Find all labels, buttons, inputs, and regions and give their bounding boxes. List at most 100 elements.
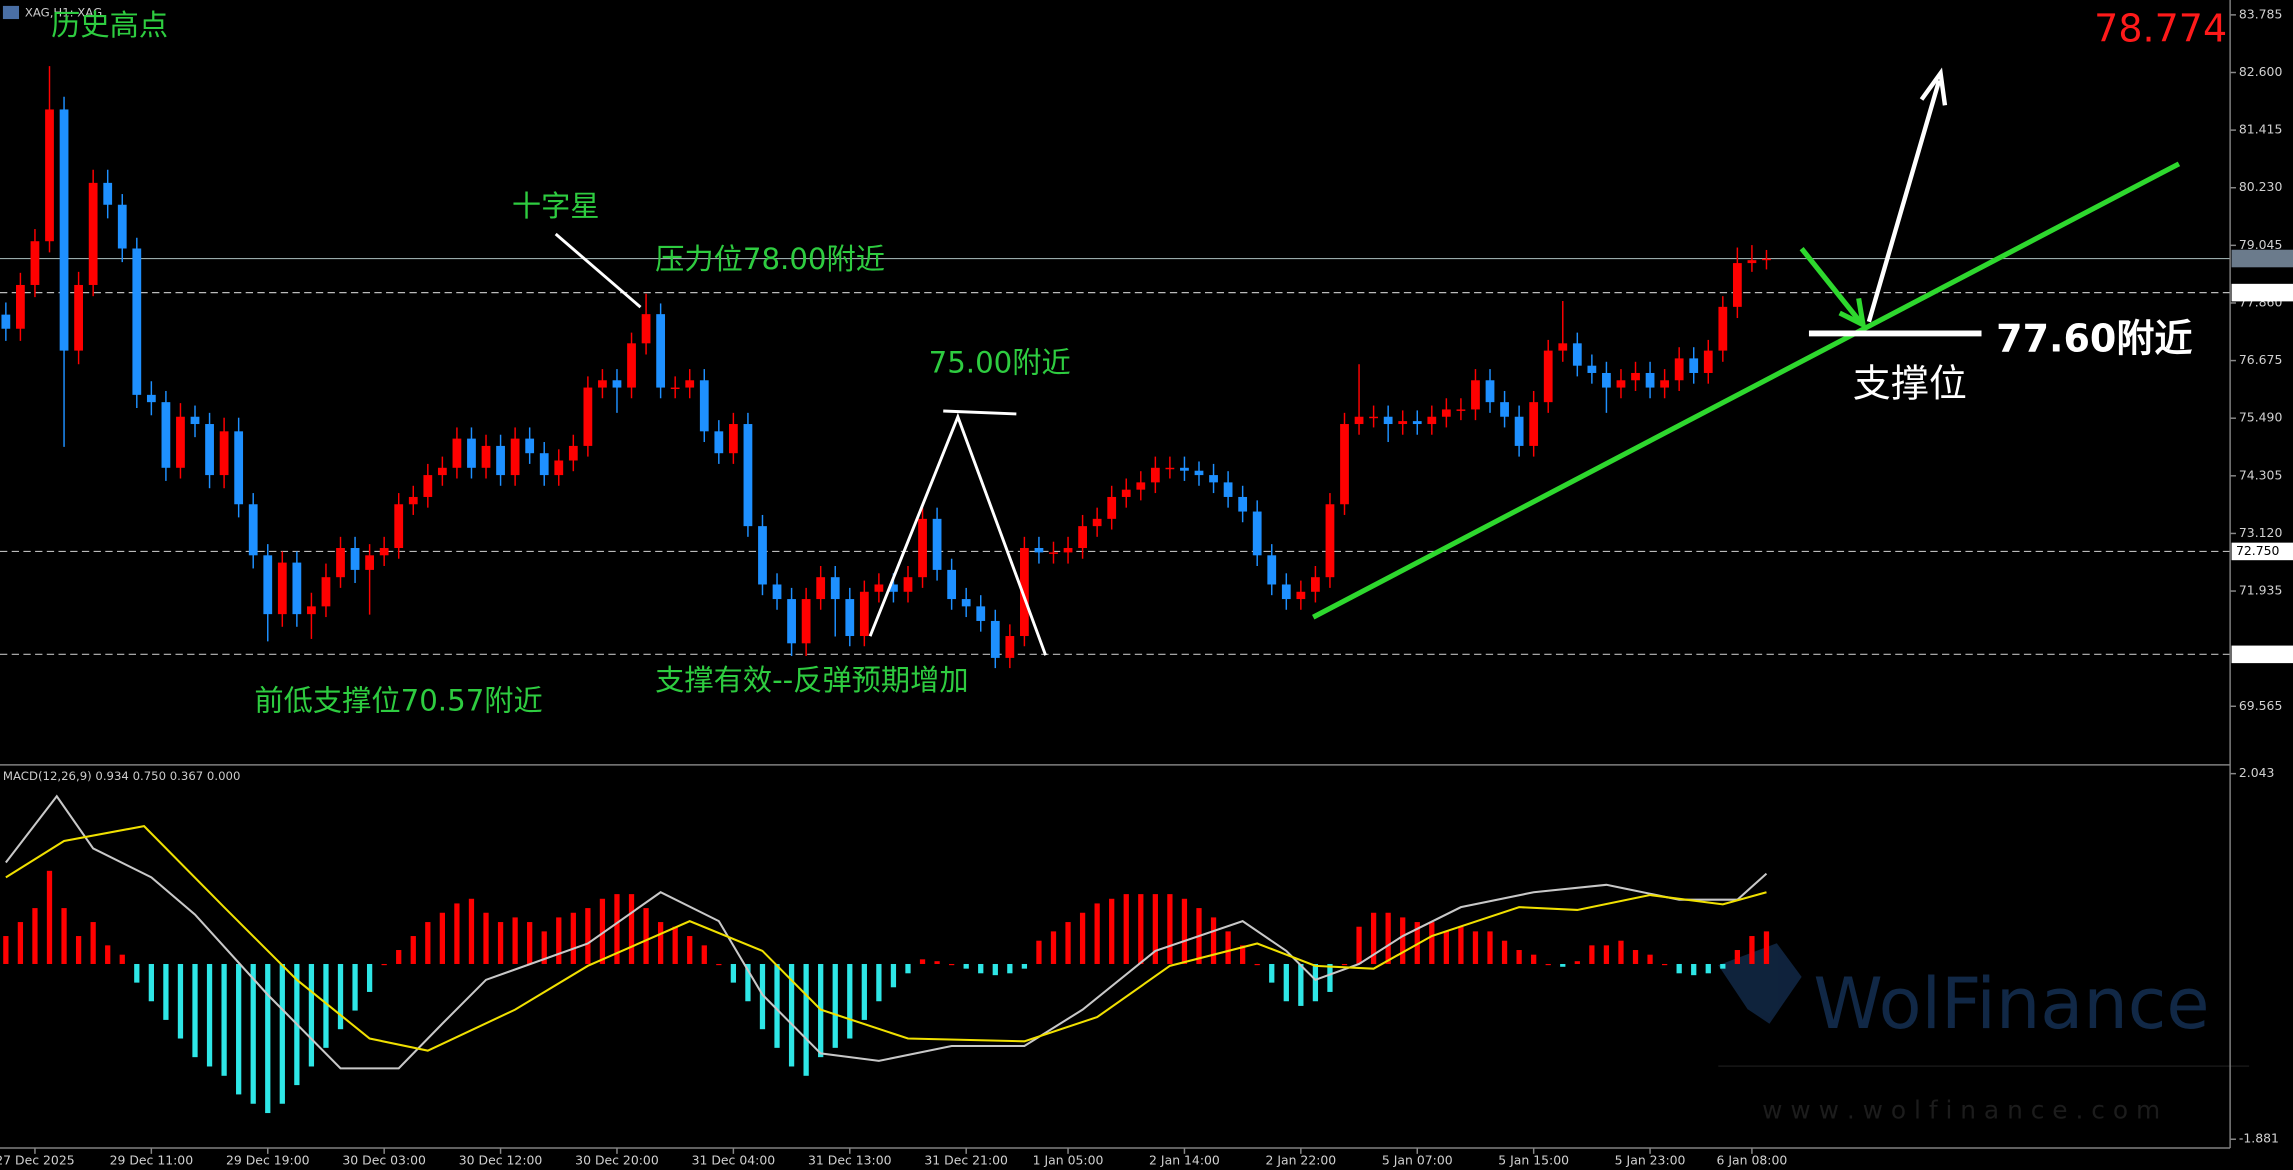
histogram-bar [454, 903, 460, 964]
histogram-bar [774, 963, 780, 1048]
x-tick-label: 6 Jan 08:00 [1717, 1153, 1788, 1168]
histogram-bar [1487, 931, 1493, 964]
level-box [2231, 283, 2293, 302]
candle-body [932, 518, 942, 570]
candle-body [219, 431, 229, 476]
histogram-bar [643, 908, 649, 964]
histogram-bar [890, 963, 897, 988]
histogram-bar [1632, 950, 1639, 964]
histogram-bar [949, 963, 955, 966]
histogram-bar [1763, 931, 1770, 964]
histogram-bar [1327, 963, 1333, 992]
candle-body [1340, 424, 1349, 505]
green-arrow [1799, 247, 1863, 324]
histogram-bar [1225, 931, 1231, 964]
histogram-bar [1603, 945, 1610, 964]
histogram-bar [1181, 898, 1188, 964]
annotation: 压力位78.00附近 [655, 242, 885, 276]
y-tick-label: 2.043 [2239, 765, 2275, 780]
candle-body [1136, 482, 1146, 490]
candle-body [743, 424, 753, 527]
x-tick-label: 29 Dec 19:00 [226, 1153, 310, 1168]
candle-body [132, 248, 142, 395]
candle-body [1165, 467, 1175, 470]
candle-body [903, 577, 913, 592]
candle-body [16, 284, 25, 329]
candle-body [1078, 526, 1087, 549]
candle-body [525, 438, 535, 454]
candle-body [103, 182, 113, 205]
histogram-bar [1516, 950, 1522, 964]
candle-body [277, 562, 287, 615]
y-tick-label: 69.565 [2239, 698, 2282, 713]
candle-body [321, 577, 331, 607]
candle-body [350, 548, 360, 570]
histogram-bar [497, 922, 504, 964]
x-tick-label: 27 Dec 2025 [0, 1153, 75, 1168]
x-tick-label: 2 Jan 22:00 [1265, 1153, 1336, 1168]
candle-body [1674, 358, 1684, 381]
x-tick-label: 31 Dec 13:00 [808, 1153, 892, 1168]
candle-body [1441, 409, 1451, 417]
drawings [554, 67, 2181, 656]
candle-body [336, 548, 345, 578]
symbol-title: XAG,H1: XAG [25, 6, 102, 20]
candle-body [365, 555, 375, 570]
symbol-icon [2, 5, 20, 20]
white-arrowhead [1919, 67, 1948, 106]
indicator-line [5, 824, 1767, 1052]
x-tick-label: 31 Dec 21:00 [924, 1153, 1008, 1168]
candle-body [1747, 260, 1757, 264]
histogram-bar [788, 963, 795, 1067]
candle-body [1602, 372, 1611, 388]
histogram-bar [1167, 894, 1173, 964]
histogram-bar [1356, 926, 1362, 964]
histogram-bar [1589, 945, 1595, 964]
candle-body [1369, 416, 1378, 419]
histogram-bar [468, 898, 475, 964]
candle-body [641, 314, 651, 344]
candle-body [1034, 548, 1044, 553]
histogram-bar [1021, 963, 1028, 969]
histogram-bar [425, 922, 431, 964]
histogram-bar [1050, 931, 1057, 964]
histogram-bar [759, 963, 766, 1030]
candle-body [1150, 467, 1160, 483]
histogram-bar [585, 908, 591, 964]
candle-body [1587, 365, 1597, 373]
candle-body [1296, 591, 1306, 600]
histogram-bar [1312, 963, 1319, 1002]
histogram-bar [1443, 931, 1449, 964]
histogram-bar [308, 963, 315, 1067]
candle-body [1383, 416, 1393, 425]
candle-body [1762, 258, 1771, 261]
candle-body [74, 284, 83, 351]
watermark-text: WolFinance [1813, 963, 2209, 1045]
histogram-bar [46, 870, 53, 964]
candle-body [845, 599, 855, 637]
histogram-bar [17, 922, 24, 964]
histogram-bar [3, 936, 9, 964]
histogram-bar [1123, 894, 1129, 964]
candle-body [1456, 409, 1466, 411]
histogram-bar [614, 894, 620, 964]
candle-body [699, 380, 709, 432]
histogram-bar [527, 922, 533, 964]
indicator-line [5, 794, 1768, 1070]
histogram-bar [1574, 961, 1580, 964]
histogram-bar [439, 912, 445, 964]
histogram-bar [410, 936, 416, 964]
annotation: 历史高点 [51, 8, 168, 42]
histogram-bar [847, 963, 853, 1039]
x-tick-label: 2 Jan 14:00 [1149, 1153, 1220, 1168]
histogram-bar [745, 963, 751, 1002]
y-tick-label: 81.415 [2239, 122, 2282, 137]
candle-body [1267, 555, 1277, 585]
histogram-bar [1094, 903, 1100, 964]
level-box [2231, 542, 2293, 561]
histogram-bar [119, 954, 125, 964]
histogram-bar [1545, 963, 1551, 966]
candle-body [685, 380, 695, 388]
level-label: 72.750 [2236, 543, 2280, 558]
